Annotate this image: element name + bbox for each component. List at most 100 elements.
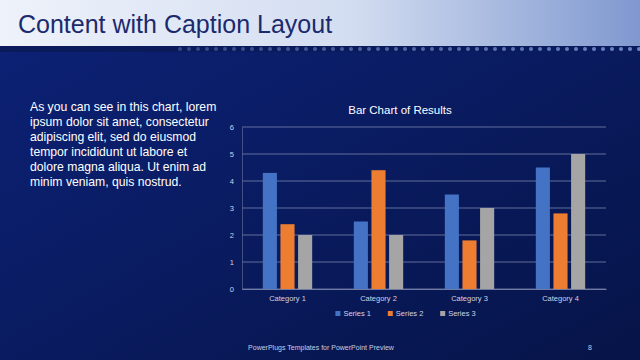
decor-dot bbox=[277, 47, 281, 51]
decor-dot bbox=[196, 47, 200, 51]
bar bbox=[553, 213, 567, 289]
y-axis-line bbox=[242, 128, 243, 290]
footer: PowerPlugs Templates for PowerPoint Prev… bbox=[248, 344, 395, 352]
bar bbox=[280, 224, 294, 289]
slide: Content with Caption LayoutAs you can se… bbox=[0, 0, 640, 360]
x-axis-line bbox=[243, 289, 607, 290]
decor-dot bbox=[205, 47, 209, 51]
y-tick-label: 1 bbox=[230, 258, 234, 267]
y-tick: 4 bbox=[230, 177, 242, 186]
bar bbox=[371, 170, 385, 289]
legend: Series 1 Series 2 Series 3 bbox=[335, 309, 475, 318]
legend-label: Series 1 bbox=[343, 309, 371, 318]
decor-dot bbox=[340, 47, 344, 51]
grid-line bbox=[242, 127, 606, 128]
legend-swatch bbox=[388, 311, 393, 316]
decor-dot bbox=[601, 47, 605, 51]
decor-dot bbox=[511, 47, 515, 51]
x-tick: Category 2 bbox=[360, 289, 397, 303]
decor-dot bbox=[619, 47, 623, 51]
x-axis: Category 1Category 2Category 3Category 4 bbox=[243, 289, 607, 303]
decor-dot bbox=[610, 47, 614, 51]
decor-dot bbox=[331, 47, 335, 51]
bar bbox=[462, 240, 476, 289]
bar bbox=[536, 168, 550, 290]
decor-dot bbox=[574, 47, 578, 51]
caption-line: As you can see in this chart, lorem bbox=[30, 100, 216, 114]
decor-dot bbox=[295, 47, 299, 51]
decor-dots bbox=[178, 47, 640, 51]
caption-line: ipsum dolor sit amet, consectetur bbox=[30, 115, 209, 129]
decor-dot bbox=[358, 47, 362, 51]
bar bbox=[298, 235, 312, 289]
decor-dot bbox=[484, 47, 488, 51]
decor-dot bbox=[439, 47, 443, 51]
decor-dot bbox=[502, 47, 506, 51]
series-bars bbox=[263, 168, 550, 290]
y-tick: 2 bbox=[230, 231, 242, 240]
grid-line bbox=[242, 181, 606, 182]
decor-dot bbox=[556, 47, 560, 51]
bars bbox=[263, 154, 585, 289]
decor-dot bbox=[466, 47, 470, 51]
bar bbox=[263, 173, 277, 289]
y-tick-label: 4 bbox=[230, 177, 234, 186]
legend-swatch bbox=[440, 311, 445, 316]
y-tick: 6 bbox=[230, 123, 242, 132]
legend-label: Series 2 bbox=[396, 309, 424, 318]
y-tick: 5 bbox=[230, 150, 242, 159]
y-axis: 0 1 2 3 4 5 6 bbox=[230, 123, 243, 294]
background bbox=[0, 0, 640, 360]
decor-dot bbox=[394, 47, 398, 51]
y-tick-label: 6 bbox=[230, 123, 234, 132]
decor-dot bbox=[457, 47, 461, 51]
x-tick: Category 4 bbox=[542, 289, 579, 303]
grid bbox=[242, 127, 606, 289]
y-tick-label: 2 bbox=[230, 231, 234, 240]
decor-dot bbox=[286, 47, 290, 51]
decor-dot bbox=[178, 47, 182, 51]
decor-dot bbox=[214, 47, 218, 51]
decor-dot bbox=[187, 47, 191, 51]
bar bbox=[389, 235, 403, 289]
y-tick-label: 0 bbox=[230, 285, 234, 294]
decor-dot bbox=[304, 47, 308, 51]
grid-line bbox=[242, 262, 606, 263]
decor-dot bbox=[250, 47, 254, 51]
header-band bbox=[0, 0, 640, 46]
caption-line: tempor incididunt ut labore et bbox=[30, 145, 188, 159]
decor-dot bbox=[268, 47, 272, 51]
caption: As you can see in this chart, loremipsum… bbox=[30, 100, 216, 189]
grid-line bbox=[242, 235, 606, 236]
grid-line bbox=[242, 208, 606, 209]
decor-dot bbox=[493, 47, 497, 51]
decor-dot bbox=[322, 47, 326, 51]
grid-line bbox=[242, 289, 606, 290]
bar bbox=[571, 154, 585, 289]
decor-dot bbox=[547, 47, 551, 51]
decor-dot bbox=[628, 47, 632, 51]
decor-dot bbox=[412, 47, 416, 51]
decor-dot bbox=[259, 47, 263, 51]
caption-line: adipiscing elit, sed do eiusmod bbox=[30, 130, 196, 144]
x-tick: Category 3 bbox=[451, 289, 488, 303]
page-number: 8 bbox=[588, 344, 592, 351]
caption-line: dolore magna aliqua. Ut enim ad bbox=[30, 160, 206, 174]
y-tick: 3 bbox=[230, 204, 242, 213]
y-tick: 0 bbox=[230, 285, 242, 294]
decor-dot bbox=[583, 47, 587, 51]
decor-dot bbox=[565, 47, 569, 51]
y-tick-label: 5 bbox=[230, 150, 234, 159]
decor-dot bbox=[232, 47, 236, 51]
decor-dot bbox=[538, 47, 542, 51]
y-tick-label: 3 bbox=[230, 204, 234, 213]
decor-dot bbox=[592, 47, 596, 51]
decor-dot bbox=[637, 47, 640, 51]
decor-dot bbox=[403, 47, 407, 51]
legend-label: Series 3 bbox=[448, 309, 476, 318]
header-divider bbox=[0, 46, 640, 52]
legend-swatch bbox=[335, 311, 340, 316]
decor-dot bbox=[376, 47, 380, 51]
bar bbox=[354, 222, 368, 290]
caption-line: minim veniam, quis nostrud. bbox=[30, 175, 182, 189]
